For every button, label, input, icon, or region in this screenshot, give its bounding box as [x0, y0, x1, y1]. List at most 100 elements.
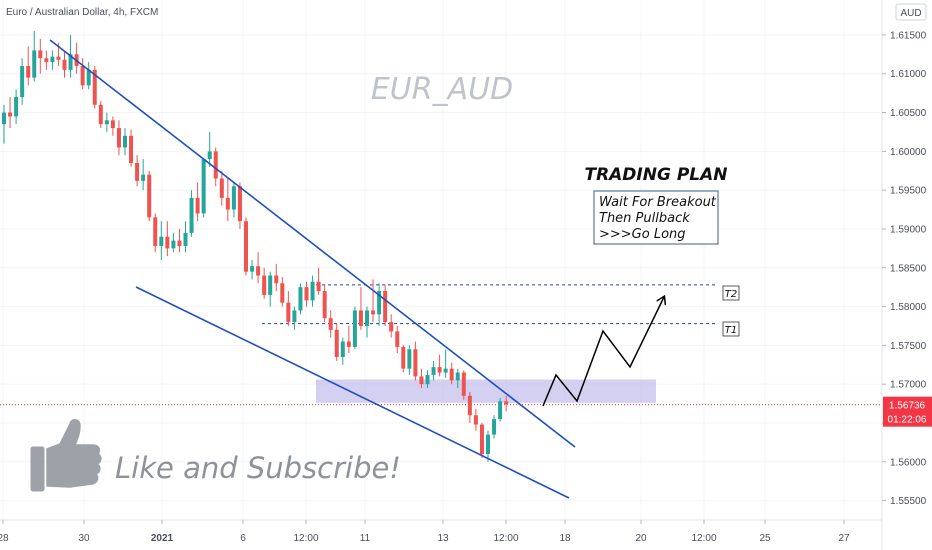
time-tick-label: 13 — [437, 533, 449, 544]
candle — [44, 50, 49, 70]
time-tick-label: 12:00 — [293, 533, 318, 544]
candle-body — [141, 174, 146, 181]
price-tick-label: 1.59500 — [890, 186, 927, 197]
plan-line-1: Wait For Breakout — [599, 195, 717, 210]
candle — [135, 155, 140, 187]
candle — [201, 159, 206, 218]
candle-body — [316, 281, 321, 292]
price-tick-label: 1.61000 — [890, 69, 927, 80]
candle-body — [492, 419, 497, 435]
candle-body — [304, 287, 309, 301]
candle-body — [195, 197, 200, 214]
candle — [274, 263, 279, 292]
candle — [219, 170, 224, 206]
candle — [207, 131, 212, 167]
currency-button[interactable] — [895, 3, 927, 21]
candle-body — [443, 368, 448, 373]
zone-rect — [316, 379, 656, 403]
price-tick-label: 1.57000 — [890, 380, 927, 391]
candle-body — [407, 349, 412, 369]
candle — [86, 62, 91, 90]
candle-body — [116, 128, 121, 148]
candle — [123, 128, 127, 156]
price-tick-label: 1.61500 — [890, 30, 927, 41]
time-axis[interactable]: 28 30 2021 6 12:00 11 13 12:00 18 20 12:00 25 27 — [0, 520, 850, 544]
time-tick-label: 11 — [360, 533, 371, 544]
candle — [346, 325, 351, 354]
candle — [304, 281, 309, 307]
candle-body — [504, 401, 509, 405]
candle — [98, 100, 103, 129]
candle-body — [147, 174, 152, 218]
time-tick-label: 12:00 — [691, 533, 716, 544]
candle — [225, 178, 230, 222]
candle-body — [171, 240, 176, 249]
candle — [213, 147, 218, 187]
candle-body — [44, 58, 49, 63]
candle — [437, 354, 442, 377]
candle-body — [159, 236, 164, 247]
price-axis[interactable]: 1.61500 1.61000 1.60500 1.60000 1.59500 1.590… — [882, 30, 927, 507]
candle — [431, 360, 436, 381]
candle-body — [189, 197, 194, 233]
descending-channel — [49, 39, 576, 499]
candle — [50, 50, 55, 70]
candle-body — [340, 341, 345, 358]
projected-path-line — [542, 297, 664, 407]
candle — [449, 362, 454, 385]
candle — [371, 279, 376, 323]
price-tick-label: 1.60000 — [890, 147, 927, 158]
candle-body — [286, 302, 291, 323]
candle-body — [56, 56, 61, 60]
candle — [461, 370, 466, 400]
candle-body — [292, 310, 297, 323]
candle — [377, 283, 382, 326]
candle — [286, 291, 291, 326]
subscribe-text: Like and Subscribe! — [115, 451, 401, 485]
candle-body — [419, 376, 424, 385]
candle-body — [322, 291, 327, 319]
candle — [473, 409, 478, 431]
candle — [498, 398, 503, 422]
thumbs-up-icon — [30, 419, 102, 492]
candle-body — [26, 65, 31, 78]
target-t2-box — [722, 285, 740, 301]
target-t1-label: T1 — [725, 325, 737, 336]
candle-body — [104, 120, 109, 125]
candle-body — [461, 372, 466, 396]
candle-body — [237, 186, 242, 222]
candle — [14, 89, 19, 125]
candle-body — [50, 56, 55, 63]
candle-body — [431, 367, 436, 375]
candle — [153, 213, 158, 253]
candle — [80, 58, 85, 90]
price-tick-label: 1.57500 — [890, 341, 927, 352]
candle — [141, 159, 146, 191]
candle — [395, 325, 400, 354]
last-price-value: 1.56736 — [889, 401, 926, 412]
candle-body — [328, 318, 333, 330]
candle-body — [425, 374, 430, 385]
candle — [165, 221, 170, 257]
candle — [189, 190, 194, 237]
candle — [159, 221, 164, 260]
time-tick-label: 6 — [240, 533, 246, 544]
candle-body — [268, 275, 273, 295]
time-tick-label: 28 — [0, 533, 9, 544]
candle — [26, 46, 31, 86]
plan-line-3: >>>Go Long — [599, 227, 686, 242]
candle-body — [365, 310, 369, 326]
candle-body — [346, 341, 351, 347]
candle-body — [8, 112, 13, 117]
candle-body — [201, 159, 206, 214]
candle — [365, 306, 369, 338]
candle-body — [129, 135, 134, 163]
candle — [147, 170, 152, 222]
last-price-badge: 1.56736 01:22:06 — [883, 396, 932, 427]
candle-body — [256, 266, 261, 276]
candle — [419, 368, 424, 389]
candle — [334, 323, 339, 361]
candle-body — [98, 104, 103, 125]
